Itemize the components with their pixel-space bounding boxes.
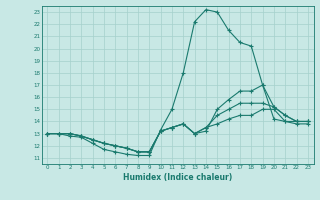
X-axis label: Humidex (Indice chaleur): Humidex (Indice chaleur) — [123, 173, 232, 182]
